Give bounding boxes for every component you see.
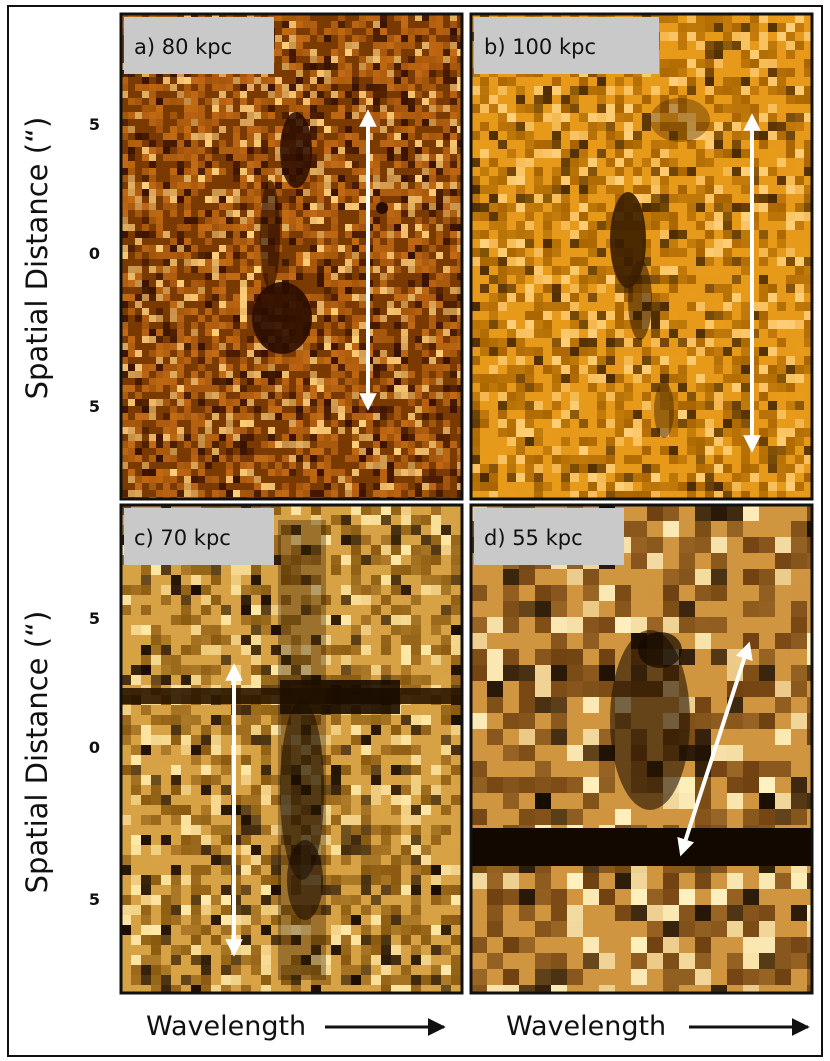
panel-a-absorption [252, 112, 388, 354]
panel-d-label: d) 55 kpc [484, 526, 583, 550]
panel-d: d) 55 kpc [469, 503, 814, 995]
panel-a-border [119, 12, 464, 501]
panel-b: b) 100 kpc [469, 12, 814, 501]
panel-d-arrow [677, 641, 753, 857]
panel-c-label-box [124, 508, 274, 565]
y-tick-label: 5 [89, 890, 100, 909]
panel-a-label: a) 80 kpc [134, 35, 232, 59]
panel-c-absorption [121, 520, 462, 980]
panel-a-noise [121, 14, 462, 499]
panel-d-border [469, 503, 814, 995]
panel-c-label: c) 70 kpc [134, 526, 231, 550]
panel-c: c) 70 kpc [119, 503, 464, 995]
panel-b-absorption [610, 98, 710, 438]
figure-frame [7, 5, 823, 1057]
panel-a: a) 80 kpc [119, 12, 464, 501]
y-axis-label-bottom: Spatial Distance (“) [20, 611, 54, 894]
panel-b-label-box [474, 17, 659, 74]
panel-c-border [119, 503, 464, 995]
panel-b-border [469, 12, 814, 501]
x-axis-label-right: Wavelength [506, 1011, 666, 1042]
panel-d-absorption [471, 630, 812, 866]
y-tick-label: 0 [89, 244, 100, 263]
panel-a-label-box [124, 17, 274, 74]
y-axis-label-top: Spatial Distance (“) [20, 117, 54, 400]
x-axis-label-left: Wavelength [146, 1011, 306, 1042]
y-tick-label: 5 [89, 609, 100, 628]
panel-b-label: b) 100 kpc [484, 35, 596, 59]
y-tick-label: 5 [89, 115, 100, 134]
y-tick-label: 5 [89, 397, 100, 416]
y-tick-label: 0 [89, 738, 100, 757]
panel-d-label-box [474, 508, 624, 565]
